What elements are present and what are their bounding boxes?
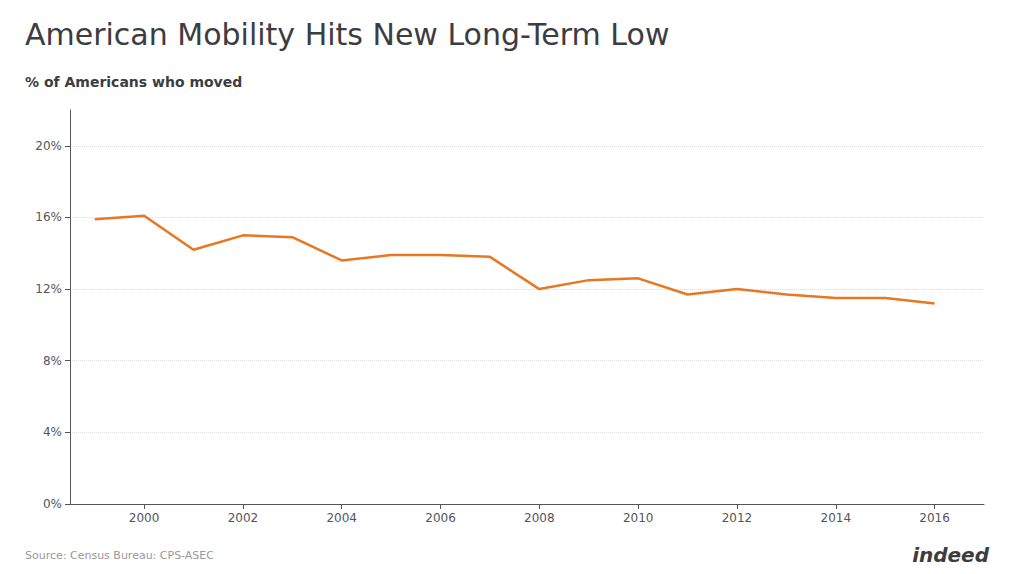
svg-text:% of Americans who moved: % of Americans who moved — [25, 74, 242, 90]
svg-text:2014: 2014 — [821, 511, 852, 525]
svg-text:16%: 16% — [35, 210, 62, 224]
svg-text:20%: 20% — [35, 139, 62, 153]
svg-text:indeed: indeed — [912, 543, 990, 567]
svg-text:Source: Census Bureau: CPS-ASE: Source: Census Bureau: CPS-ASEC — [25, 549, 214, 562]
svg-text:2016: 2016 — [919, 511, 950, 525]
svg-text:8%: 8% — [43, 354, 62, 368]
svg-text:0%: 0% — [43, 497, 62, 511]
svg-text:American Mobility Hits New Lon: American Mobility Hits New Long-Term Low — [25, 17, 669, 52]
svg-text:2012: 2012 — [722, 511, 753, 525]
svg-text:2004: 2004 — [326, 511, 357, 525]
svg-text:2008: 2008 — [524, 511, 555, 525]
svg-text:2006: 2006 — [425, 511, 456, 525]
svg-text:2000: 2000 — [129, 511, 160, 525]
svg-text:4%: 4% — [43, 425, 62, 439]
svg-text:2002: 2002 — [228, 511, 259, 525]
svg-text:2010: 2010 — [623, 511, 654, 525]
svg-text:12%: 12% — [35, 282, 62, 296]
